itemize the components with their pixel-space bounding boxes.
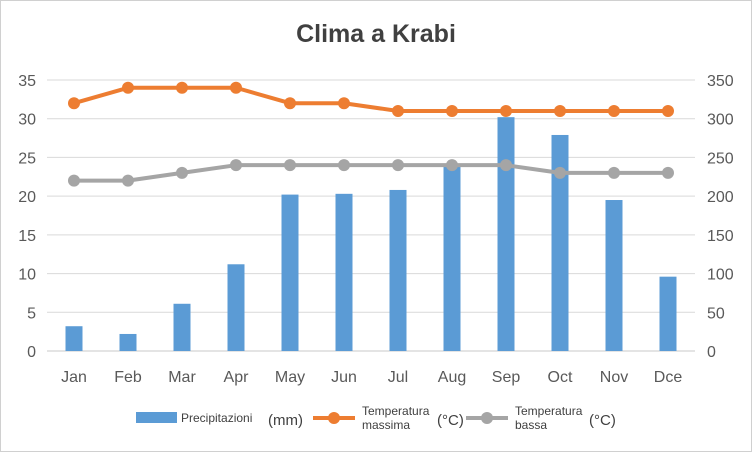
chart-title: Clima a Krabi: [296, 20, 456, 48]
legend-label-temperatura-massima-line2: massima: [362, 418, 410, 432]
point-temperatura-bassa: [608, 166, 620, 179]
legend-label-precipitazioni: Precipitazioni: [181, 411, 252, 425]
left-axis-tick-label: 35: [18, 73, 36, 90]
bar-precipitazioni: [551, 134, 569, 351]
point-temperatura-massima: [230, 81, 242, 94]
bar-precipitazioni: [335, 193, 353, 351]
legend-swatch-marker-temperatura-bassa: [481, 412, 493, 424]
right-axis-tick-label: 300: [707, 112, 734, 129]
point-temperatura-massima: [284, 97, 296, 110]
point-temperatura-bassa: [284, 159, 296, 172]
point-temperatura-bassa: [230, 159, 242, 172]
point-temperatura-massima: [122, 81, 134, 94]
right-axis-tick-label: 50: [707, 305, 725, 322]
legend-label-temperatura-bassa-line2: bassa: [515, 418, 547, 432]
x-axis-tick-label: May: [275, 369, 305, 386]
point-temperatura-massima: [338, 97, 350, 110]
bar-precipitazioni: [227, 264, 245, 351]
right-axis-tick-label: 250: [707, 150, 734, 167]
point-temperatura-bassa: [68, 174, 80, 187]
legend-swatch-marker-temperatura-massima: [328, 412, 340, 424]
point-temperatura-bassa: [122, 174, 134, 187]
left-axis-tick-label: 25: [18, 150, 36, 167]
bar-precipitazioni: [389, 189, 407, 351]
right-axis-tick-label: 150: [707, 228, 734, 245]
bar-precipitazioni: [497, 117, 515, 351]
left-axis-tick-label: 20: [18, 189, 36, 206]
x-axis-tick-label: Mar: [168, 369, 196, 386]
x-axis-tick-label: Dce: [654, 369, 683, 386]
x-axis-tick-label: Nov: [600, 369, 628, 386]
point-temperatura-massima: [554, 104, 566, 117]
right-axis-tick-label: 100: [707, 267, 734, 284]
bar-precipitazioni: [443, 165, 461, 351]
point-temperatura-bassa: [500, 159, 512, 172]
line-series-temperatura-bassa: [74, 163, 668, 183]
point-temperatura-massima: [176, 81, 188, 94]
left-axis-tick-label: 0: [27, 344, 36, 361]
legend-label-temperatura-bassa-line1: Temperatura: [515, 404, 583, 418]
point-temperatura-bassa: [662, 166, 674, 179]
point-temperatura-bassa: [176, 166, 188, 179]
x-axis-tick-label: Apr: [224, 369, 250, 386]
x-axis-tick-label: Jul: [388, 369, 408, 386]
right-axis-tick-label: 350: [707, 73, 734, 90]
point-temperatura-bassa: [554, 166, 566, 179]
legend-unit-precipitazioni: (mm): [268, 412, 303, 429]
left-axis-tick-label: 30: [18, 112, 36, 129]
x-axis-tick-label: Oct: [548, 369, 573, 386]
legend-swatch-precipitazioni: [136, 412, 177, 423]
point-temperatura-bassa: [392, 159, 404, 172]
point-temperatura-massima: [392, 104, 404, 117]
bar-precipitazioni: [65, 326, 83, 351]
point-temperatura-bassa: [446, 159, 458, 172]
bar-precipitazioni: [281, 194, 299, 351]
point-temperatura-massima: [608, 104, 620, 117]
legend-unit-temperatura-massima: (°C): [437, 412, 464, 429]
bar-precipitazioni: [605, 200, 623, 351]
bar-precipitazioni: [119, 333, 137, 351]
point-temperatura-massima: [68, 97, 80, 110]
bar-precipitazioni: [173, 303, 191, 351]
x-axis-tick-label: Jan: [61, 369, 87, 386]
point-temperatura-massima: [446, 104, 458, 117]
x-axis-tick-label: Sep: [492, 369, 521, 386]
left-axis-tick-label: 10: [18, 267, 36, 284]
line-series-temperatura-massima: [73, 85, 668, 113]
right-axis-tick-label: 0: [707, 344, 716, 361]
point-temperatura-massima: [662, 104, 674, 117]
legend-unit-temperatura-bassa: (°C): [589, 412, 616, 429]
legend-label-temperatura-massima-line1: Temperatura: [362, 404, 430, 418]
point-temperatura-bassa: [338, 159, 350, 172]
x-axis-tick-label: Feb: [114, 369, 142, 386]
left-axis-tick-label: 5: [27, 305, 36, 322]
bar-precipitazioni: [659, 276, 677, 351]
x-axis-tick-label: Jun: [331, 369, 357, 386]
x-axis-tick-label: Aug: [438, 369, 466, 386]
left-axis-tick-label: 15: [18, 228, 36, 245]
right-axis-tick-label: 200: [707, 189, 734, 206]
point-temperatura-massima: [500, 104, 512, 117]
